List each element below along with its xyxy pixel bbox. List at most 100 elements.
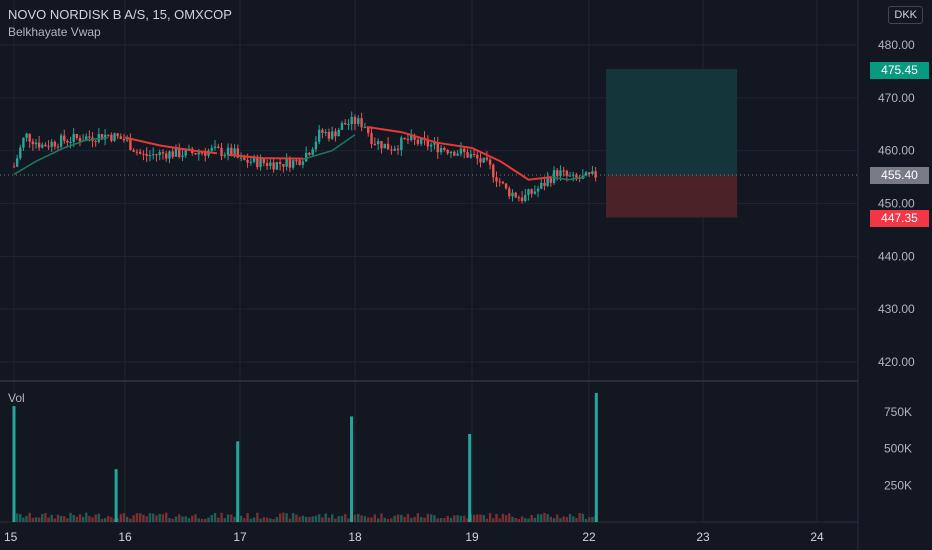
volume-bar (449, 517, 453, 522)
volume-bar (94, 514, 97, 522)
candle-body (291, 160, 295, 168)
volume-bar (91, 517, 94, 522)
volume-bar (419, 517, 423, 522)
volume-bar (233, 516, 236, 522)
volume-bar (370, 517, 373, 522)
volume-bar (514, 517, 517, 522)
candle-body (446, 150, 449, 154)
volume-spike-bar (350, 416, 354, 522)
candle-body (317, 129, 321, 142)
candle-body (110, 134, 113, 141)
candle-body (278, 162, 282, 165)
candle-body (360, 118, 363, 128)
candle-body (469, 154, 473, 158)
candle-body (311, 149, 314, 155)
candle-body (155, 154, 158, 156)
volume-bar (533, 517, 537, 522)
vwap-line-red (228, 153, 304, 160)
candle-body (546, 178, 549, 186)
candle-body (340, 123, 344, 130)
candle-body (78, 137, 82, 142)
volume-bar (591, 517, 594, 522)
candle-body (393, 148, 396, 151)
volume-bar (376, 518, 380, 522)
volume-bar (226, 514, 230, 522)
candle-body (59, 135, 63, 147)
volume-bar (476, 514, 479, 522)
time-axis: 15 16 17 18 19 22 23 24 (4, 530, 824, 544)
volume-bar (288, 518, 292, 522)
candle-body (165, 153, 168, 159)
candle-body (572, 174, 575, 176)
volume-bar (357, 513, 360, 522)
candle-body (194, 153, 197, 155)
currency-button[interactable]: DKK (888, 6, 923, 24)
candle-body (72, 133, 75, 142)
volume-bar (100, 518, 104, 522)
volume-bar (540, 514, 543, 522)
volume-bar (252, 517, 256, 522)
volume-bar (97, 513, 101, 522)
volume-bar (37, 517, 41, 522)
candle-body (562, 170, 565, 172)
volume-bar (145, 516, 148, 522)
candle-body (308, 152, 311, 155)
volume-bar (200, 518, 204, 522)
volume-bar (132, 515, 135, 522)
volume-bar (416, 513, 420, 522)
volume-bar (353, 514, 357, 522)
candle-body (419, 137, 423, 144)
candle-body (249, 161, 253, 163)
candle-body (386, 143, 390, 150)
volume-bar (504, 515, 508, 522)
time-tick-label: 22 (582, 530, 596, 544)
volume-bar (262, 517, 266, 522)
volume-bar (129, 518, 132, 522)
candle-body (514, 192, 517, 198)
volume-bar (165, 512, 168, 522)
candle-body (530, 189, 533, 194)
candle-body (246, 159, 249, 163)
candle-body (119, 136, 123, 140)
candle-body (584, 172, 588, 176)
volume-bar (482, 514, 485, 522)
volume-bar (466, 518, 469, 522)
candle-body (272, 162, 275, 170)
candle-body (213, 146, 217, 149)
candle-body (479, 158, 482, 163)
candle-body (456, 153, 459, 156)
volume-bar (314, 515, 318, 522)
volume-bar (423, 517, 426, 522)
time-tick-label: 17 (233, 530, 247, 544)
time-tick-label: 18 (348, 530, 362, 544)
candle-body (217, 146, 220, 148)
volume-bar (34, 517, 38, 522)
time-tick-label: 16 (118, 530, 132, 544)
volume-bar (66, 518, 69, 522)
volume-label[interactable]: Vol (8, 391, 25, 405)
candle-body (436, 142, 439, 153)
volume-bar (142, 514, 145, 522)
candle-body (575, 174, 578, 178)
candle-body (520, 197, 524, 202)
candle-body (275, 162, 279, 170)
volume-bar (575, 517, 578, 522)
volume-bar (135, 513, 139, 522)
volume-bar (239, 515, 243, 522)
volume-bar (291, 512, 295, 522)
candle-body (66, 140, 69, 143)
candle-body (463, 148, 466, 153)
time-tick-label: 23 (696, 530, 710, 544)
indicator-label[interactable]: Belkhayate Vwap (8, 25, 101, 39)
price-axis: 480.00 470.00 460.00 450.00 440.00 430.00 420.… (878, 38, 915, 369)
volume-bar (565, 517, 569, 522)
candle-body (295, 160, 298, 162)
volume-bar (453, 515, 456, 522)
candle-body (113, 133, 116, 141)
price-tick-label: 470.00 (878, 91, 915, 105)
candle-body (347, 123, 350, 125)
volume-bar (265, 517, 269, 522)
volume-spike-bar (594, 392, 598, 522)
candle-body (148, 155, 152, 157)
